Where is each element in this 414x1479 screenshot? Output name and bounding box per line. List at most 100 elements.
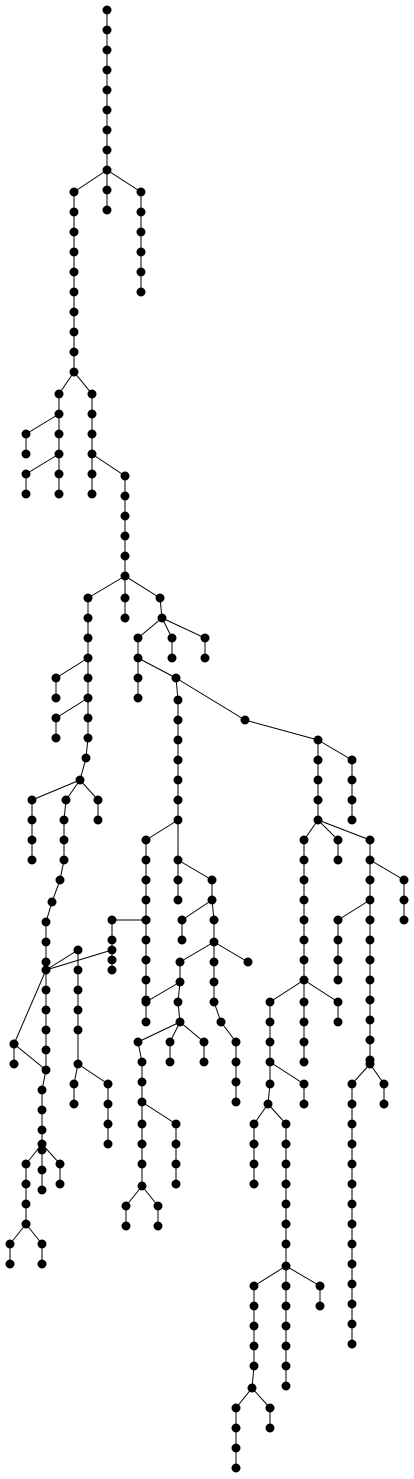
- tree-node: [249, 1159, 259, 1169]
- tree-node: [103, 1139, 113, 1149]
- tree-node: [249, 1139, 259, 1149]
- tree-node: [37, 1239, 47, 1249]
- tree-node: [365, 935, 375, 945]
- tree-edge: [31, 779, 81, 801]
- tree-node: [73, 945, 83, 955]
- tree-node: [333, 935, 343, 945]
- tree-node: [313, 775, 323, 785]
- tree-edge: [25, 453, 60, 475]
- tree-node: [69, 1099, 79, 1109]
- tree-node: [69, 227, 79, 237]
- tree-node: [102, 185, 112, 195]
- tree-node: [136, 267, 146, 277]
- tree-node: [299, 1079, 309, 1089]
- tree-node: [175, 1017, 185, 1027]
- tree-node: [173, 997, 183, 1007]
- tree-node: [41, 1005, 51, 1015]
- tree-node: [173, 875, 183, 885]
- tree-node: [365, 1035, 375, 1045]
- tree-node: [136, 207, 146, 217]
- tree-node: [171, 1119, 181, 1129]
- tree-node: [281, 1321, 291, 1331]
- tree-node: [59, 855, 69, 865]
- tree-node: [141, 835, 151, 845]
- tree-node: [137, 1139, 147, 1149]
- tree-node: [83, 653, 93, 663]
- tree-edge: [137, 657, 177, 679]
- tree-node: [231, 1037, 241, 1047]
- tree-node: [73, 1005, 83, 1015]
- tree-node: [41, 917, 51, 927]
- tree-node: [103, 1099, 113, 1109]
- tree-node: [299, 935, 309, 945]
- tree-node: [173, 755, 183, 765]
- tree-node: [107, 965, 117, 975]
- tree-node: [75, 775, 85, 785]
- tree-node: [120, 491, 130, 501]
- tree-node: [137, 1077, 147, 1087]
- tree-node: [69, 347, 79, 357]
- tree-node: [313, 795, 323, 805]
- tree-node: [133, 653, 143, 663]
- tree-edge: [145, 981, 181, 1003]
- tree-node: [281, 1199, 291, 1209]
- tree-node: [137, 1119, 147, 1129]
- tree-node: [265, 997, 275, 1007]
- tree-node: [299, 855, 309, 865]
- tree-node: [240, 715, 250, 725]
- tree-edges: [9, 10, 405, 1468]
- tree-node: [41, 937, 51, 947]
- tree-node: [55, 1159, 65, 1169]
- tree-node: [41, 1025, 51, 1035]
- tree-node: [315, 1281, 325, 1291]
- tree-node: [54, 429, 64, 439]
- tree-node: [243, 957, 253, 967]
- tree-node: [51, 713, 61, 723]
- tree-node: [347, 1219, 357, 1229]
- tree-node: [21, 429, 31, 439]
- tree-node: [165, 1057, 175, 1067]
- tree-node: [281, 1381, 291, 1391]
- tree-node: [299, 997, 309, 1007]
- tree-node: [333, 855, 343, 865]
- tree-node: [153, 1221, 163, 1231]
- tree-node: [9, 1059, 19, 1069]
- tree-node: [281, 1301, 291, 1311]
- tree-node: [167, 653, 177, 663]
- tree-node: [137, 1097, 147, 1107]
- tree-node: [173, 855, 183, 865]
- tree-node: [54, 409, 64, 419]
- tree-node: [200, 653, 210, 663]
- tree-node: [51, 693, 61, 703]
- tree-node: [173, 775, 183, 785]
- tree-node: [231, 1423, 241, 1433]
- tree-node: [231, 1097, 241, 1107]
- tree-node: [299, 1037, 309, 1047]
- tree-node: [83, 713, 93, 723]
- tree-node: [365, 1059, 375, 1069]
- tree-node: [102, 205, 112, 215]
- tree-edge: [13, 1043, 47, 1071]
- tree-node: [399, 915, 409, 925]
- tree-node: [167, 633, 177, 643]
- tree-node: [120, 531, 130, 541]
- tree-node: [365, 835, 375, 845]
- tree-node: [102, 105, 112, 115]
- tree-node: [347, 1079, 357, 1089]
- tree-node: [207, 895, 217, 905]
- tree-node: [249, 1321, 259, 1331]
- tree-edge: [91, 453, 126, 477]
- tree-node: [47, 897, 57, 907]
- tree-node: [136, 247, 146, 257]
- tree-node: [281, 1341, 291, 1351]
- tree-node: [120, 551, 130, 561]
- tree-node: [102, 165, 112, 175]
- tree-node: [73, 985, 83, 995]
- tree-edge: [181, 899, 213, 921]
- tree-node: [102, 25, 112, 35]
- tree-node: [209, 937, 219, 947]
- tree-node: [21, 1199, 31, 1209]
- tree-node: [21, 489, 31, 499]
- tree-node: [200, 633, 210, 643]
- tree-node: [93, 815, 103, 825]
